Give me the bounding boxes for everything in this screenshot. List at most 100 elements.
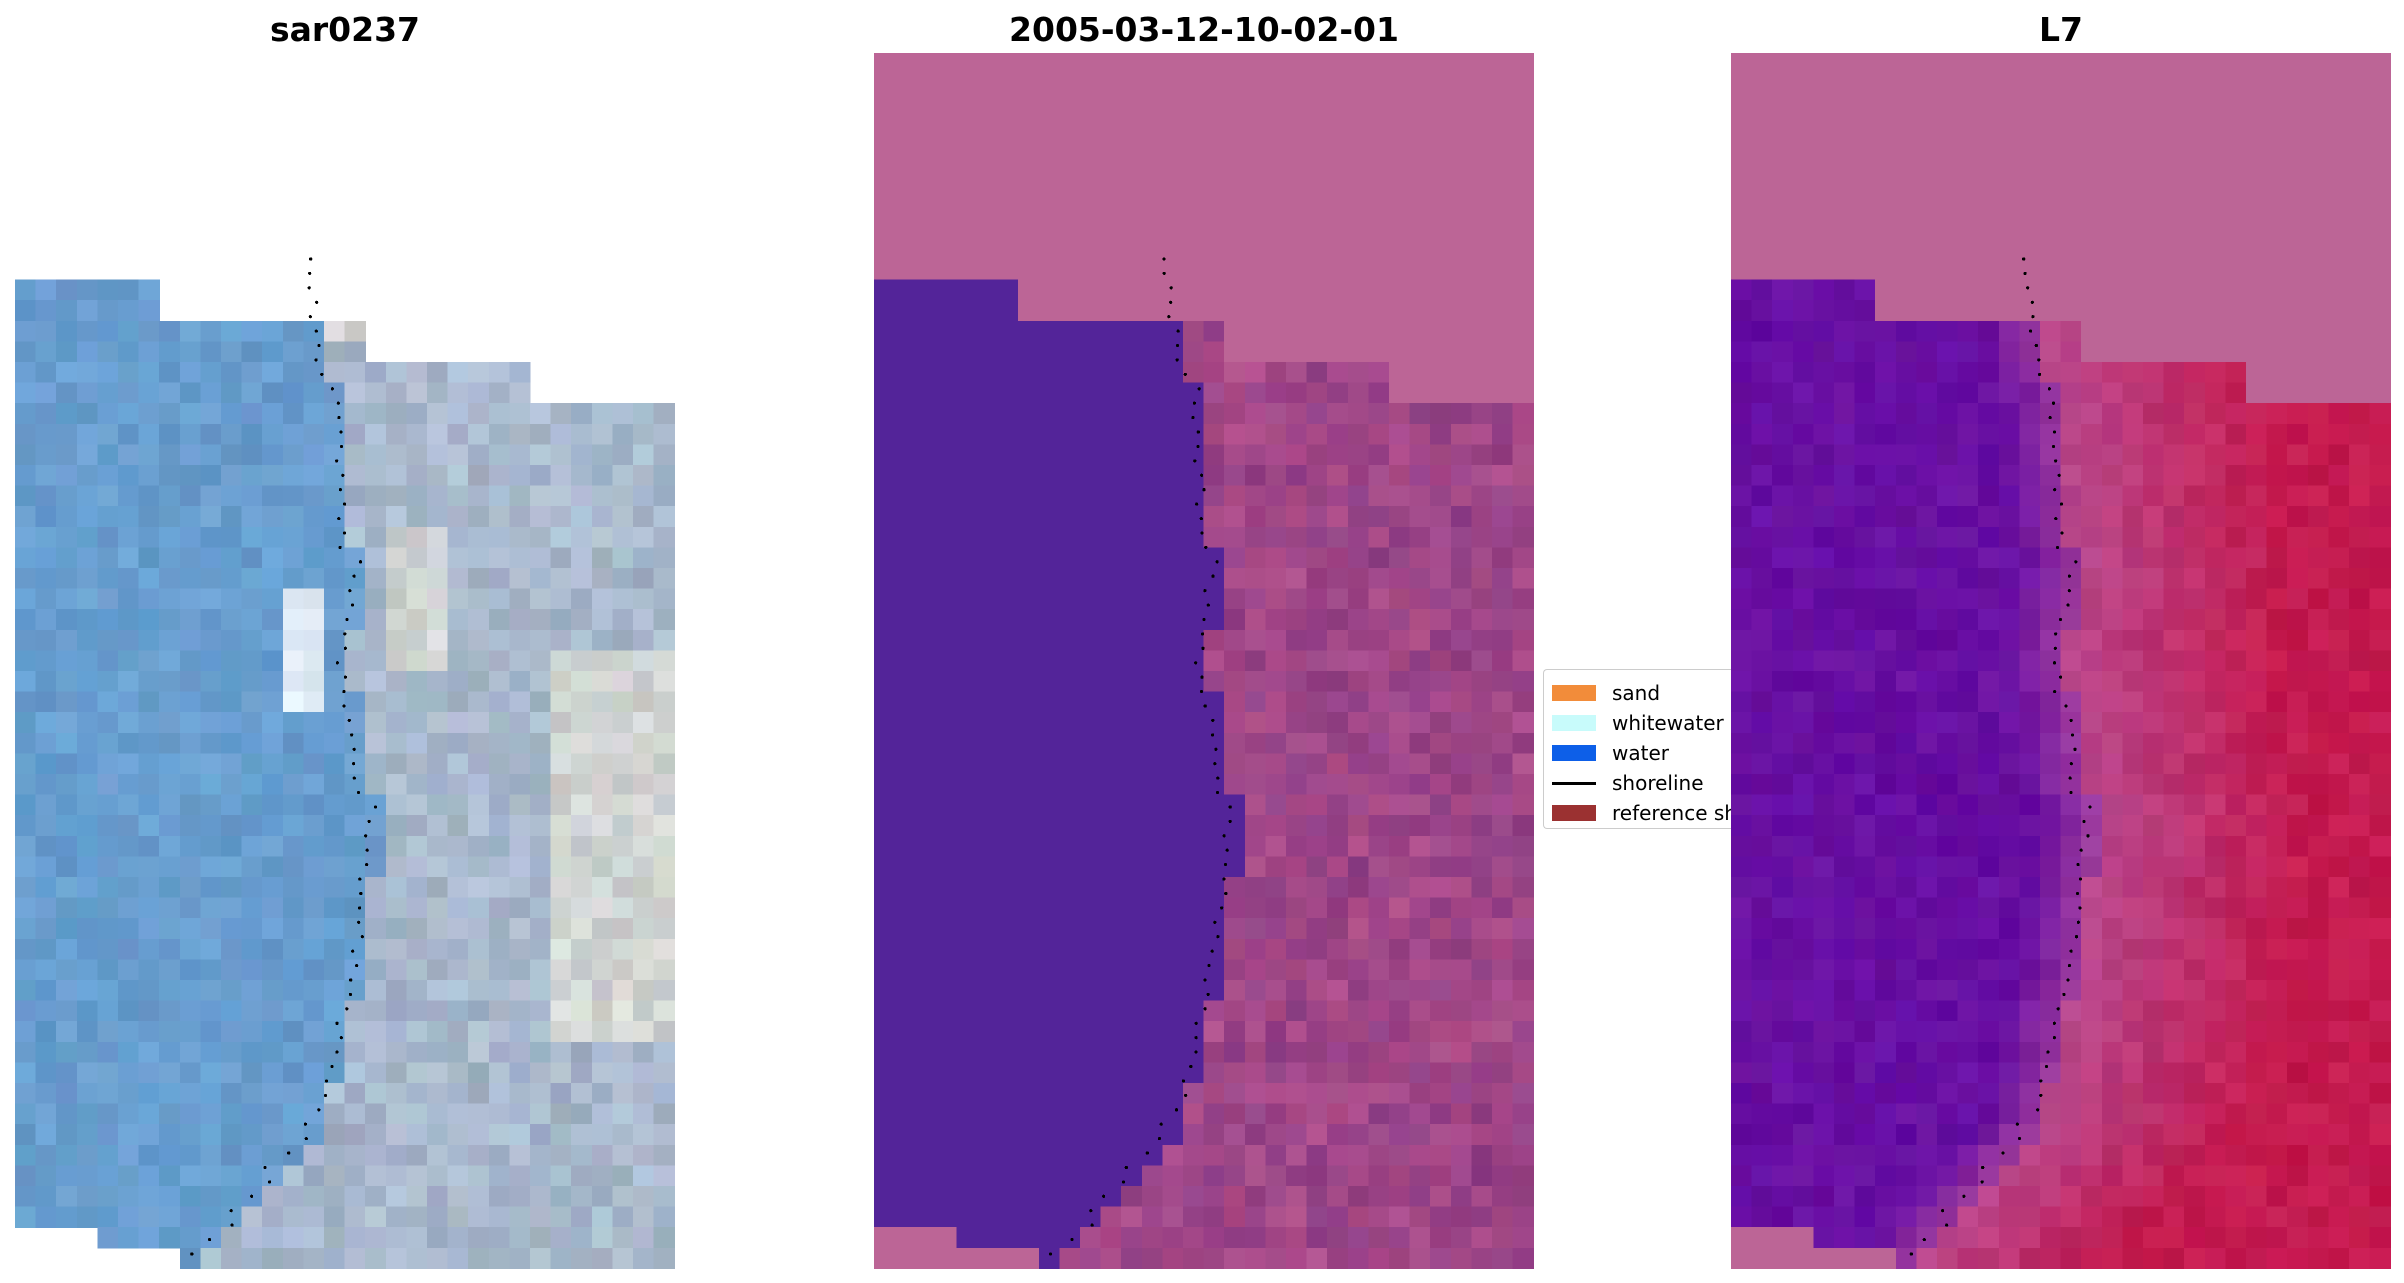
image-pixel bbox=[2307, 423, 2329, 445]
image-pixel bbox=[1978, 629, 2000, 651]
image-pixel bbox=[1162, 1144, 1184, 1166]
image-pixel bbox=[1306, 156, 1328, 178]
image-pixel bbox=[653, 485, 675, 507]
image-pixel bbox=[2266, 259, 2288, 281]
image-pixel bbox=[468, 465, 490, 487]
image-pixel bbox=[1368, 815, 1390, 837]
image-pixel bbox=[1018, 712, 1040, 734]
image-pixel bbox=[1121, 1021, 1143, 1043]
image-pixel bbox=[35, 547, 57, 569]
image-pixel bbox=[1059, 300, 1081, 322]
image-pixel bbox=[76, 423, 98, 445]
image-pixel bbox=[2101, 259, 2123, 281]
image-pixel bbox=[915, 197, 937, 219]
image-pixel bbox=[1854, 547, 1876, 569]
image-pixel bbox=[591, 629, 613, 651]
image-pixel bbox=[915, 1165, 937, 1187]
image-pixel bbox=[1792, 114, 1814, 136]
image-pixel bbox=[1224, 835, 1246, 857]
image-pixel bbox=[1368, 753, 1390, 775]
image-pixel bbox=[977, 1021, 999, 1043]
image-pixel bbox=[1018, 671, 1040, 693]
image-pixel bbox=[591, 897, 613, 919]
image-pixel bbox=[159, 732, 181, 754]
image-pixel bbox=[1492, 526, 1514, 548]
image-pixel bbox=[221, 362, 243, 384]
image-pixel bbox=[1409, 1021, 1431, 1043]
image-pixel bbox=[159, 835, 181, 857]
image-pixel bbox=[1121, 774, 1143, 796]
image-pixel bbox=[1512, 1144, 1534, 1166]
image-pixel bbox=[550, 1000, 572, 1022]
image-pixel bbox=[509, 403, 531, 425]
image-pixel bbox=[1854, 300, 1876, 322]
shoreline-point bbox=[355, 964, 359, 968]
image-pixel bbox=[653, 691, 675, 713]
image-pixel bbox=[1492, 671, 1514, 693]
image-pixel bbox=[221, 815, 243, 837]
image-pixel bbox=[1018, 980, 1040, 1002]
image-pixel bbox=[56, 341, 78, 363]
image-pixel bbox=[1368, 712, 1390, 734]
image-pixel bbox=[1389, 547, 1411, 569]
image-pixel bbox=[1998, 671, 2020, 693]
image-pixel bbox=[1409, 506, 1431, 528]
image-pixel bbox=[2204, 671, 2226, 693]
image-pixel bbox=[1347, 197, 1369, 219]
image-pixel bbox=[1895, 73, 1917, 95]
image-pixel bbox=[15, 980, 37, 1002]
image-pixel bbox=[2225, 897, 2247, 919]
image-pixel bbox=[365, 794, 387, 816]
image-pixel bbox=[179, 712, 201, 734]
image-pixel bbox=[2143, 382, 2165, 404]
image-pixel bbox=[1327, 1062, 1349, 1084]
image-pixel bbox=[1875, 94, 1897, 116]
image-pixel bbox=[2225, 485, 2247, 507]
image-pixel bbox=[2081, 568, 2103, 590]
image-pixel bbox=[1162, 403, 1184, 425]
image-pixel bbox=[1038, 753, 1060, 775]
image-pixel bbox=[1792, 176, 1814, 198]
image-pixel bbox=[874, 217, 896, 239]
image-pixel bbox=[1731, 423, 1753, 445]
image-pixel bbox=[56, 1124, 78, 1146]
image-pixel bbox=[1327, 897, 1349, 919]
image-pixel bbox=[241, 444, 263, 466]
image-pixel bbox=[2163, 73, 2185, 95]
image-pixel bbox=[612, 588, 634, 610]
image-pixel bbox=[2225, 732, 2247, 754]
image-pixel bbox=[385, 423, 407, 445]
image-pixel bbox=[324, 1186, 346, 1208]
image-pixel bbox=[653, 918, 675, 940]
image-pixel bbox=[997, 877, 1019, 899]
image-pixel bbox=[2307, 774, 2329, 796]
image-pixel bbox=[1875, 774, 1897, 796]
image-pixel bbox=[468, 732, 490, 754]
image-pixel bbox=[324, 1021, 346, 1043]
image-pixel bbox=[1265, 568, 1287, 590]
image-pixel bbox=[76, 980, 98, 1002]
image-pixel bbox=[35, 732, 57, 754]
image-pixel bbox=[1875, 1000, 1897, 1022]
image-pixel bbox=[550, 1144, 572, 1166]
image-pixel bbox=[35, 835, 57, 857]
image-pixel bbox=[1286, 176, 1308, 198]
image-pixel bbox=[427, 1021, 449, 1043]
image-pixel bbox=[1751, 176, 1773, 198]
image-pixel bbox=[591, 1021, 613, 1043]
image-pixel bbox=[221, 629, 243, 651]
image-pixel bbox=[571, 568, 593, 590]
image-pixel bbox=[1018, 959, 1040, 981]
image-pixel bbox=[1224, 382, 1246, 404]
image-pixel bbox=[874, 959, 896, 981]
image-pixel bbox=[1141, 753, 1163, 775]
image-pixel bbox=[1100, 650, 1122, 672]
image-pixel bbox=[1141, 671, 1163, 693]
image-pixel bbox=[1018, 423, 1040, 445]
image-pixel bbox=[221, 1083, 243, 1105]
image-pixel bbox=[138, 856, 160, 878]
image-pixel bbox=[2060, 279, 2082, 301]
image-pixel bbox=[2349, 73, 2371, 95]
image-pixel bbox=[1751, 732, 1773, 754]
image-pixel bbox=[1286, 1206, 1308, 1228]
